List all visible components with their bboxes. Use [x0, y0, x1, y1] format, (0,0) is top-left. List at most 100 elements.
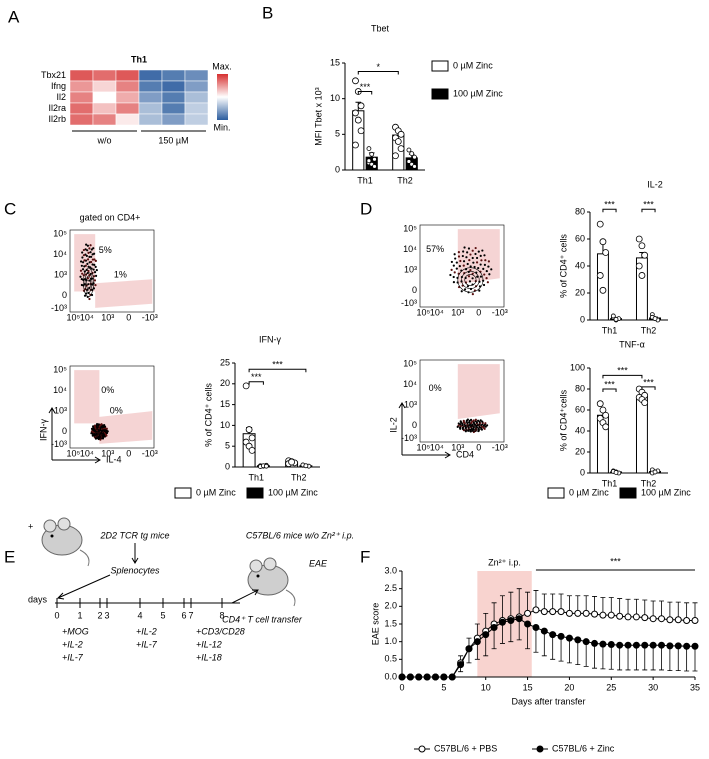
cell-dot	[477, 250, 480, 253]
data-point	[540, 608, 548, 616]
cell-dot	[485, 269, 488, 273]
data-point	[658, 615, 666, 623]
mouse-ear	[263, 557, 277, 571]
flow-x-tick: 10³	[451, 307, 464, 317]
arrow	[131, 543, 139, 564]
schematic-text: +IL-7	[136, 639, 158, 649]
data-point	[658, 641, 666, 649]
heat-cell	[161, 91, 186, 104]
data-point	[406, 147, 412, 153]
data-point	[632, 641, 640, 649]
scale-label: Max.	[212, 61, 232, 71]
significance-bracket	[602, 208, 617, 213]
axis-arrow	[398, 402, 451, 459]
heat-cell	[69, 91, 94, 104]
panel-label: B	[262, 3, 273, 22]
panel-label: D	[360, 199, 372, 218]
heat-cell	[184, 69, 209, 82]
cell-dot	[476, 275, 479, 278]
cell-dot	[86, 258, 90, 261]
data-point	[599, 238, 607, 246]
flow-x-tick: 10³	[101, 312, 114, 322]
y-tick-label: 0.0	[384, 671, 397, 681]
cell-dot	[472, 426, 475, 429]
data-point	[482, 631, 490, 639]
data-point	[599, 640, 607, 648]
timeline-label: 0	[54, 610, 59, 620]
cell-dot	[92, 247, 95, 250]
cell-dot	[478, 289, 481, 292]
heat-cell	[138, 102, 163, 115]
data-point	[357, 102, 365, 110]
data-point	[596, 400, 604, 408]
cell-dot	[449, 273, 452, 277]
heat-cell	[115, 91, 140, 104]
x-tick-label: 10	[481, 682, 491, 692]
contour	[83, 267, 94, 298]
row-label: Il2rb	[48, 114, 66, 124]
data-point	[357, 127, 365, 135]
x-tick-label: Th1	[602, 478, 618, 488]
group-label: 150 µM	[158, 135, 188, 145]
heat-cell	[92, 102, 117, 115]
significance-bracket	[641, 208, 656, 213]
flow-frame	[69, 229, 155, 313]
data-point	[473, 638, 481, 646]
heat-cell	[69, 113, 94, 126]
mouse-ear	[43, 519, 57, 533]
cell-dot	[462, 419, 465, 422]
y-axis-label: % of CD4⁺ cells	[203, 383, 213, 447]
cell-dot	[91, 434, 94, 437]
row-label: Il2	[56, 92, 66, 102]
flow-x-tick: 0	[126, 448, 131, 458]
cell-dot	[90, 430, 93, 433]
cell-dot	[450, 268, 453, 271]
gate	[99, 411, 153, 444]
cell-dot	[469, 265, 472, 268]
flow-x-tick: 0	[476, 442, 481, 452]
data-point	[582, 638, 590, 646]
legend-swatch	[431, 88, 449, 100]
data-point	[248, 446, 256, 454]
cell-dot	[81, 268, 85, 271]
cell-dot	[463, 288, 467, 291]
y-tick-label: 15	[220, 399, 230, 409]
bar	[635, 395, 648, 474]
significance-bracket	[248, 381, 264, 385]
flow-frame	[419, 359, 505, 443]
data-point	[602, 249, 610, 256]
cell-dot	[103, 423, 106, 427]
data-point	[638, 272, 646, 279]
heat-cell	[92, 91, 117, 104]
cell-dot	[86, 262, 89, 265]
significance-label: ***	[610, 556, 621, 566]
data-point	[457, 661, 465, 669]
data-point	[602, 411, 610, 419]
arrow	[56, 574, 111, 600]
contour	[95, 431, 104, 439]
flow-y-tick: 10³	[54, 269, 67, 279]
cell-dot	[484, 259, 487, 262]
data-point	[465, 645, 473, 653]
data-point	[616, 612, 624, 620]
data-point	[369, 151, 375, 157]
cell-dot	[80, 283, 83, 287]
legend-swatch	[431, 60, 449, 72]
legend-label: 100 µM Zinc	[268, 487, 318, 497]
data-point	[599, 286, 607, 294]
cell-dot	[81, 256, 84, 259]
timeline-label: 1	[77, 610, 82, 620]
cell-dot	[483, 263, 487, 266]
data-point	[498, 618, 506, 626]
error-bar	[642, 645, 648, 671]
flow-y-tick: 10³	[404, 264, 417, 274]
contour	[94, 430, 105, 440]
flow-frame	[419, 224, 505, 308]
flow-y-tick: 10³	[54, 405, 67, 415]
cell-dot	[452, 275, 455, 279]
data-point	[691, 616, 699, 624]
cell-dot	[94, 274, 98, 277]
data-point	[372, 156, 377, 162]
x-tick-label: Th1	[248, 472, 264, 482]
error-bar	[608, 644, 614, 670]
